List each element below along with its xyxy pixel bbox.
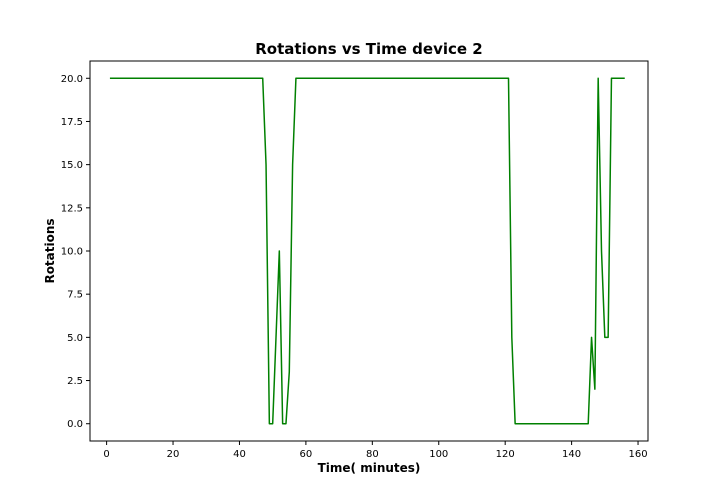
y-tick-label: 5.0	[67, 333, 83, 344]
y-tick-label: 2.5	[67, 376, 83, 387]
x-axis-label: Time( minutes)	[318, 461, 421, 475]
x-tick-label: 40	[233, 449, 246, 460]
y-axis: 0.0 2.5 5.0 7.5 10.0 12.5 15.0 17.5 20.0	[61, 74, 90, 430]
x-tick-label: 120	[496, 449, 515, 460]
x-tick-label: 20	[167, 449, 180, 460]
x-tick-label: 0	[103, 449, 109, 460]
y-tick-label: 20.0	[61, 74, 83, 85]
y-tick-label: 0.0	[67, 419, 83, 430]
plot-area	[109, 77, 625, 425]
y-tick-label: 10.0	[61, 247, 83, 258]
x-tick-label: 140	[562, 449, 581, 460]
x-tick-label: 80	[366, 449, 379, 460]
y-axis-label: Rotations	[43, 218, 57, 283]
chart-title: Rotations vs Time device 2	[255, 40, 482, 58]
y-tick-label: 17.5	[61, 117, 83, 128]
x-tick-label: 60	[300, 449, 313, 460]
x-tick-label: 160	[628, 449, 647, 460]
plot-frame	[89, 60, 649, 442]
y-tick-label: 7.5	[67, 290, 83, 301]
x-tick-label: 100	[429, 449, 448, 460]
x-axis: 0 20 40 60 80 100 120 140 160	[103, 441, 648, 460]
series-line-0	[109, 77, 625, 425]
y-tick-label: 12.5	[61, 203, 83, 214]
y-tick-label: 15.0	[61, 160, 83, 171]
